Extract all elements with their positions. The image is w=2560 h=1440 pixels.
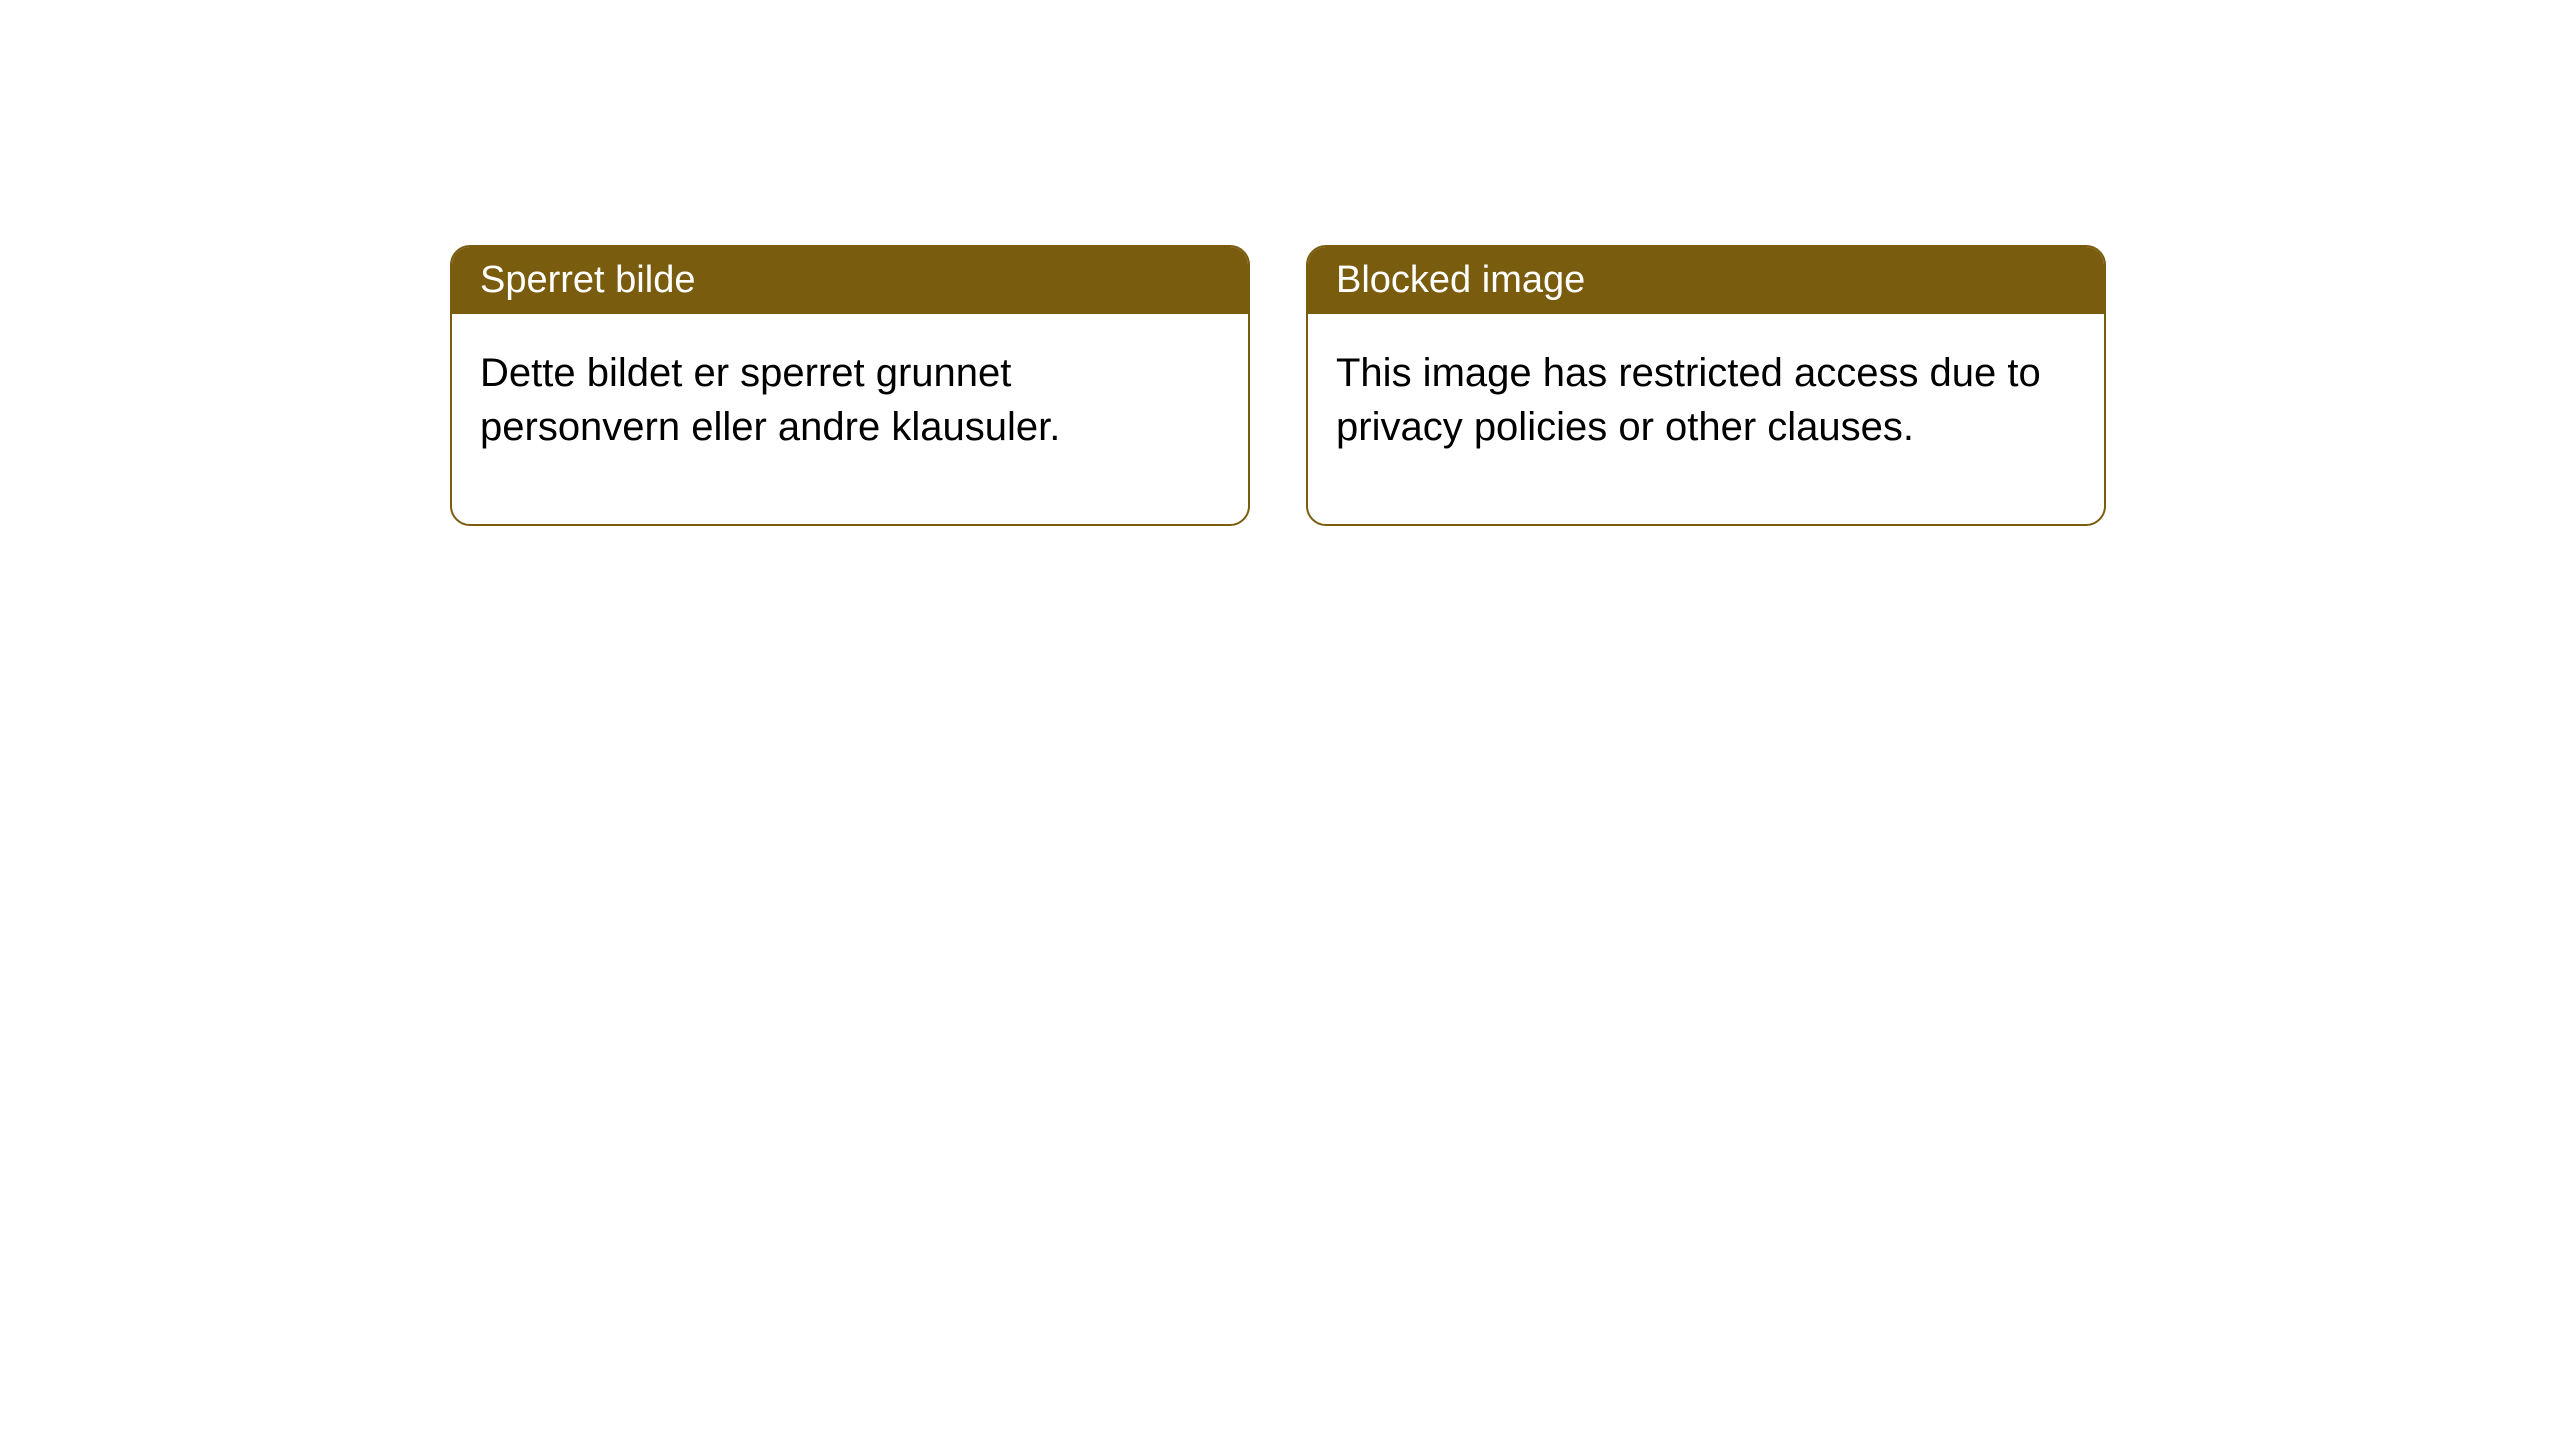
notice-card-no: Sperret bilde Dette bildet er sperret gr… [450, 245, 1250, 526]
notice-card-body: This image has restricted access due to … [1308, 314, 2104, 524]
notice-card-title: Sperret bilde [452, 247, 1248, 314]
notice-card-title: Blocked image [1308, 247, 2104, 314]
notice-cards-container: Sperret bilde Dette bildet er sperret gr… [450, 245, 2106, 526]
notice-card-body: Dette bildet er sperret grunnet personve… [452, 314, 1248, 524]
notice-card-en: Blocked image This image has restricted … [1306, 245, 2106, 526]
